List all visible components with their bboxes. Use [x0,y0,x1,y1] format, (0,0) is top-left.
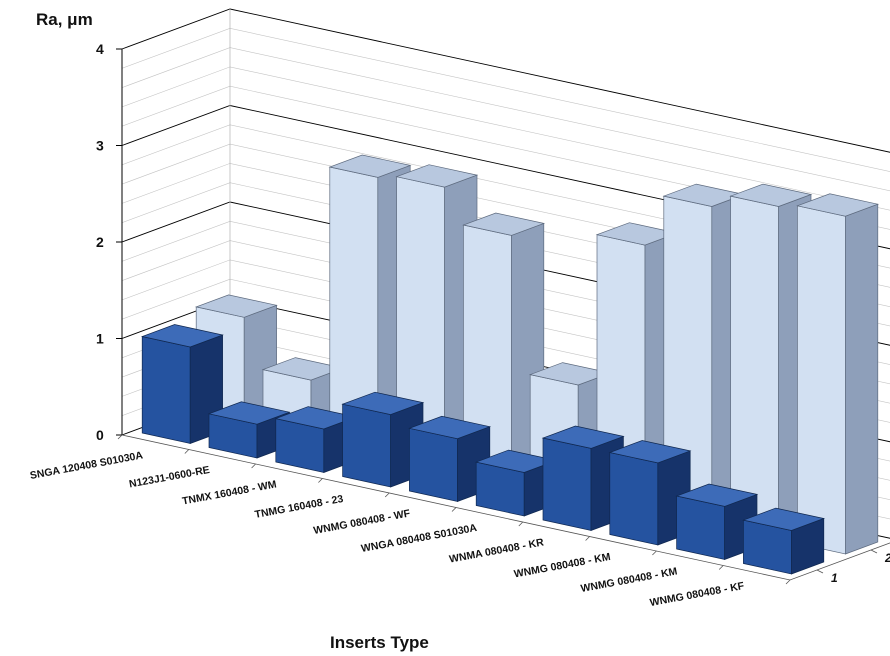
x-tick-label: WNMA 080408 - KR [448,536,545,565]
bar-front [609,452,659,546]
bar-front [797,205,846,555]
series-tick-mark [870,549,878,554]
x-tick-label: WNMG 080408 - WF [313,507,412,537]
x-tick-mark [251,463,256,469]
minor-gridline [121,27,890,172]
bar-top [675,483,759,507]
x-tick-mark [718,565,724,570]
bar-side [845,203,879,555]
y-tick-label: 0 [96,427,104,443]
bar-top [408,415,492,440]
series-tick-label: 2 [884,551,890,565]
bar-top [207,401,291,425]
x-tick-mark [785,579,791,585]
x-tick-label: SNGA 120408 S01030A [29,449,144,482]
series-tick-mark [816,569,824,574]
bar-front [409,427,458,502]
x-tick-label: WNMG 080408 - KF [649,580,746,609]
bar-top [608,440,692,464]
bar-series-1 [140,324,224,445]
bar-series-1 [341,391,425,488]
x-tick-mark [184,449,190,454]
bar-top [140,324,224,348]
bar-top [796,193,880,217]
x-tick-label: N123J1-0600-RE [128,464,211,491]
bar-front [730,195,779,540]
x-tick-label: TNMG 160408 - 23 [254,493,345,521]
series-tick-label: 1 [831,571,838,585]
y-tick-label: 4 [96,41,104,57]
y-tick-label: 2 [96,234,104,250]
x-tick-mark [518,521,524,527]
x-tick-label: WNMG 080408 - KM [580,565,679,595]
x-tick-label: WNGA 080408 S01030A [360,522,478,555]
bar-top [328,154,412,178]
major-gridline [121,8,890,153]
y-tick-label: 1 [96,331,104,347]
bar-top [341,391,425,415]
x-tick-label: TNMX 160408 - WM [181,478,278,507]
y-axis-label: Ra, μm [36,10,93,29]
x-tick-mark [384,492,390,498]
bar-top [462,212,546,236]
bar-front [542,437,592,531]
x-tick-label: WNMG 080408 - KM [513,551,612,581]
bar-series-1 [742,507,826,575]
bar-front [141,336,191,444]
bar-top [541,425,625,449]
bar-top [729,183,813,207]
bar-front [342,403,391,488]
x-axis-label: Inserts Type [330,633,429,652]
x-tick-mark [451,507,457,512]
x-tick-mark [652,550,657,556]
bar-series-2 [462,212,546,483]
y-tick-label: 3 [96,138,104,154]
bars [140,154,880,575]
axes [116,48,890,585]
bar-top [395,164,479,188]
bar-top [742,507,826,531]
x-tick-mark [585,536,590,541]
bar-series-2 [796,193,880,555]
bar-front [676,495,725,560]
x-tick-mark [117,434,123,440]
x-tick-mark [318,478,323,483]
bar-top [194,294,278,318]
